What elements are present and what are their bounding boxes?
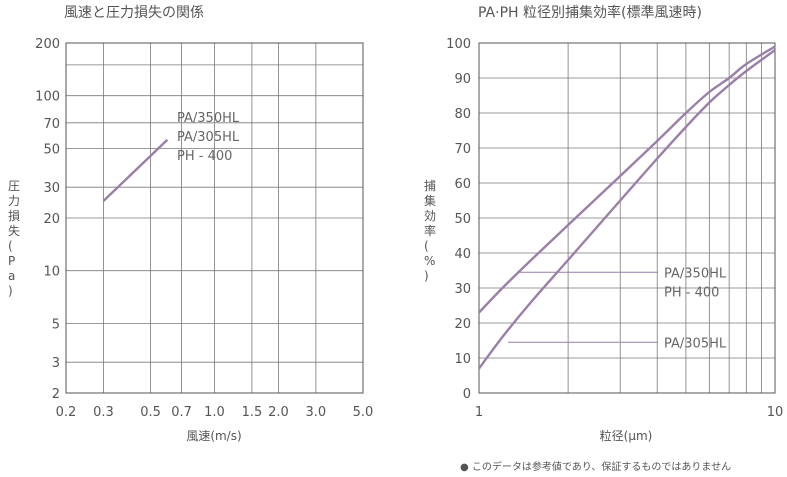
right-y-tick-label: 20: [454, 317, 471, 332]
right-y-tick-label: 70: [454, 142, 471, 157]
right-legend-label: PH - 400: [664, 285, 719, 300]
right-y-axis-label: 捕集効率(%): [424, 178, 436, 283]
right-y-tick-label: 80: [454, 107, 471, 122]
right-x-tick-label: 10: [767, 405, 784, 420]
left-y-ticks: 200 100 70 50 30 20 10 5 3 2: [35, 37, 60, 402]
left-x-ticks: 0.2 0.3 0.5 0.7 1.0 1.5 2.0 3.0 5.0: [56, 405, 374, 420]
right-x-tick-label: 1: [475, 405, 483, 420]
left-x-tick-label: 0.7: [171, 405, 192, 420]
right-y-tick-label: 50: [454, 212, 471, 227]
right-y-tick-label: 40: [454, 247, 471, 262]
right-grid: [479, 42, 775, 394]
left-plot-frame: [65, 42, 364, 394]
pressure-loss-chart: 風速と圧力損失の関係 0.2 0.3 0.5 0.7 1.0 1.5 2.0 3.0 5.0 2…: [8, 5, 373, 443]
left-y-tick-label: 10: [43, 265, 60, 280]
left-legend: PA/350HL PA/305HL PH - 400: [177, 111, 240, 164]
left-x-tick-label: 0.5: [140, 405, 161, 420]
left-chart-title: 風速と圧力損失の関係: [64, 5, 204, 21]
left-x-tick-label: 0.3: [93, 405, 114, 420]
right-y-tick-label: 90: [454, 72, 471, 87]
collection-efficiency-chart: PA·PH 粒径別捕集効率(標準風速時) 1 10 100908070605040…: [424, 4, 783, 443]
left-y-tick-label: 200: [35, 37, 60, 52]
right-y-tick-label: 100: [446, 37, 471, 52]
left-x-tick-label: 0.2: [56, 405, 77, 420]
right-y-tick-label: 10: [454, 352, 471, 367]
left-x-tick-label: 3.0: [306, 405, 327, 420]
right-chart-title: PA·PH 粒径別捕集効率(標準風速時): [478, 4, 702, 21]
left-grid: [65, 42, 364, 394]
right-y-tick-label: 0: [463, 387, 471, 402]
left-y-tick-label: 20: [43, 212, 60, 227]
right-plot-frame: [478, 42, 776, 394]
left-y-tick-label: 5: [52, 317, 60, 332]
left-legend-label: PH - 400: [177, 149, 232, 164]
right-legend-label: PA/305HL: [664, 336, 727, 351]
left-legend-label: PA/350HL: [177, 111, 240, 126]
left-x-axis-label: 風速(m/s): [186, 429, 241, 443]
left-y-tick-label: 2: [52, 387, 60, 402]
left-x-tick-label: 1.0: [204, 405, 225, 420]
right-legend: PA/350HL PH - 400 PA/305HL: [508, 266, 727, 351]
right-x-ticks: 1 10: [475, 405, 783, 420]
left-legend-label: PA/305HL: [177, 130, 240, 145]
right-series-curve-0: [478, 45, 776, 314]
left-series: [102, 138, 169, 202]
left-y-tick-label: 100: [35, 90, 60, 105]
right-series: [478, 45, 776, 370]
right-y-tick-label: 30: [454, 282, 471, 297]
left-x-tick-label: 2.0: [268, 405, 289, 420]
footnote: ● このデータは参考値であり、保証するものではありません: [460, 460, 731, 473]
left-y-tick-label: 70: [43, 117, 60, 132]
left-x-tick-label: 5.0: [353, 405, 374, 420]
left-y-tick-label: 3: [52, 356, 60, 371]
right-legend-label: PA/350HL: [664, 266, 727, 281]
right-x-axis-label: 粒径(μm): [600, 428, 653, 443]
left-x-tick-label: 1.5: [242, 405, 263, 420]
left-y-tick-label: 30: [43, 181, 60, 196]
right-y-tick-label: 60: [454, 177, 471, 192]
left-y-tick-label: 50: [43, 142, 60, 157]
right-series-curve-1: [478, 49, 776, 370]
left-series-line-0: [102, 138, 169, 202]
